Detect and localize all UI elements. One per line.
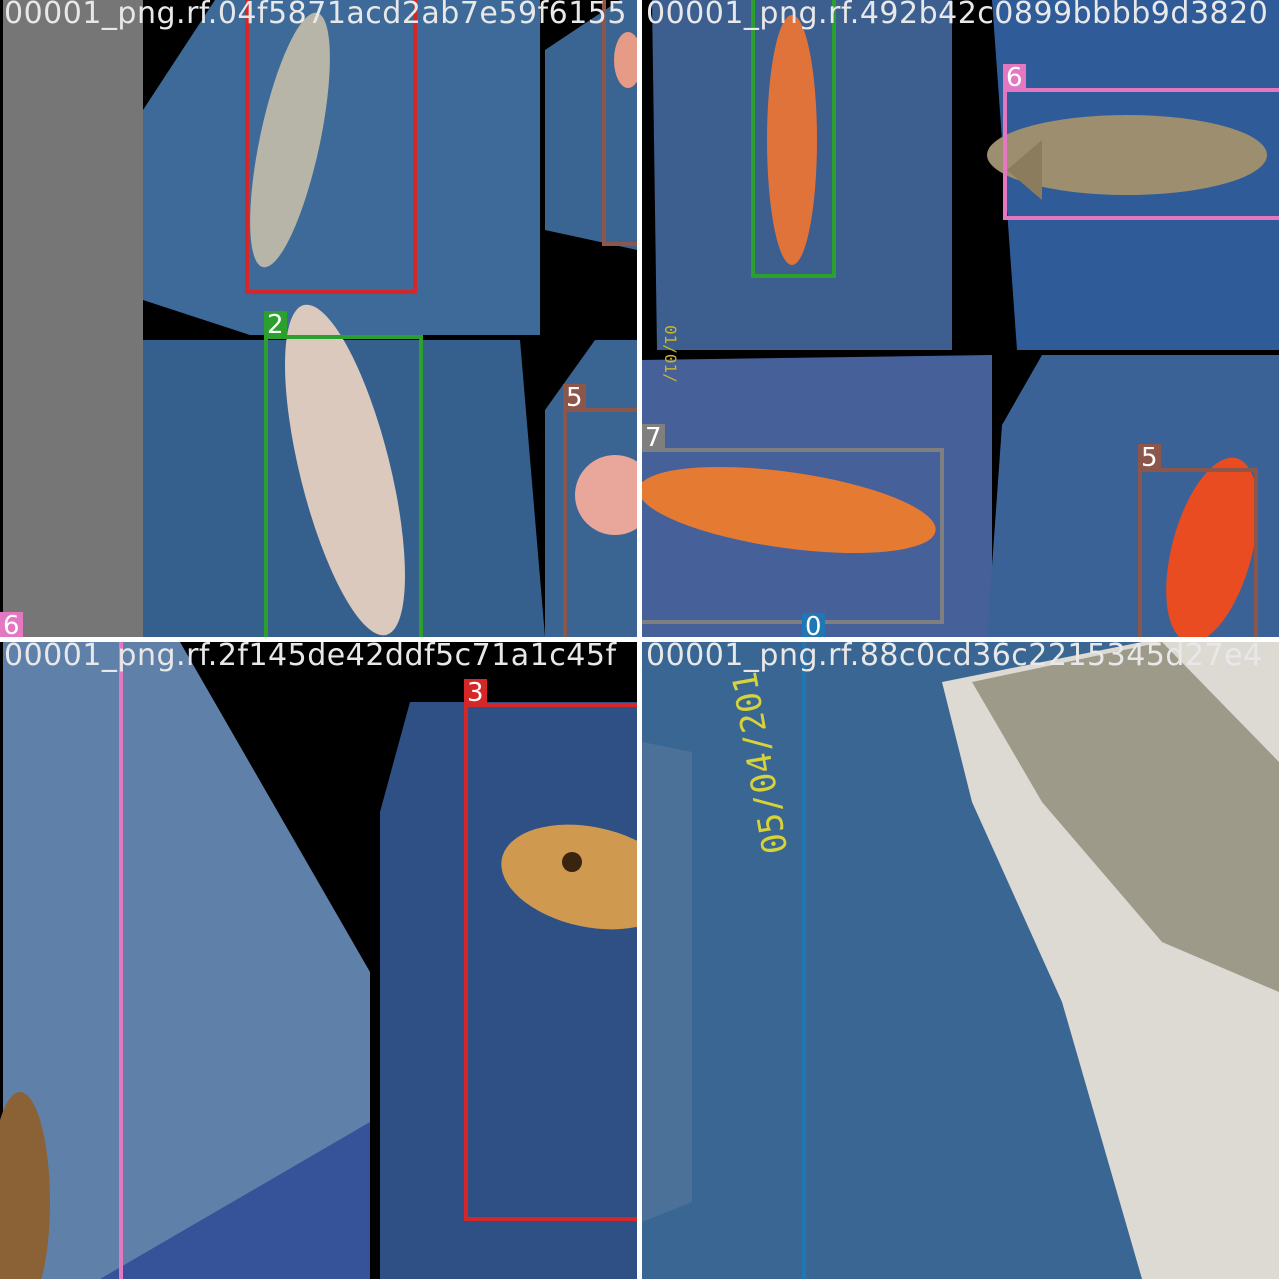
- class-label: 2: [264, 311, 287, 339]
- bbox-fish: [751, 0, 836, 278]
- bbox-fish: [245, 0, 417, 294]
- class-label: 5: [563, 384, 586, 412]
- tile-bottom-right: 05/04/201 00001_png.rf.88c0cd36c2215345d…: [642, 642, 1279, 1279]
- bbox-shrimp: [642, 448, 944, 624]
- tile-filename: 00001_png.rf.04f5871acd2ab7e59f6155: [4, 0, 627, 31]
- bbox-fish: [1003, 88, 1279, 220]
- tile-bottom-left: 3 00001_png.rf.2f145de42ddf5c71a1c45f: [0, 642, 637, 1279]
- tile-top-left: 2 5 6 00001_png.rf.04f5871acd2ab7e59f615…: [0, 0, 637, 637]
- tile-top-right-image: [642, 0, 1279, 637]
- tile-filename: 00001_png.rf.88c0cd36c2215345d27e4: [646, 642, 1263, 673]
- tile-top-left-image: [0, 0, 637, 637]
- bbox-fish: [119, 642, 123, 1279]
- bbox-fish: [264, 335, 423, 637]
- tile-filename: 00001_png.rf.492b42c0899bbbb9d3820: [646, 0, 1269, 31]
- bbox-fish: [602, 0, 637, 246]
- bbox-fish: [802, 642, 806, 1279]
- class-label: 5: [1138, 444, 1161, 472]
- bbox-fish: [464, 703, 637, 1221]
- class-label: 6: [1003, 64, 1026, 92]
- class-label: 7: [642, 424, 665, 452]
- class-label: 0: [802, 613, 825, 637]
- class-label: 6: [0, 612, 23, 637]
- bbox-fish: [563, 408, 637, 637]
- tile-bottom-left-image: [0, 642, 637, 1279]
- bbox-fish: [1138, 468, 1258, 637]
- tile-filename: 00001_png.rf.2f145de42ddf5c71a1c45f: [4, 642, 617, 673]
- tile-top-right: 6 7 5 0 01/01/ 00001_png.rf.492b42c0899b…: [642, 0, 1279, 637]
- tile-bottom-right-image: [642, 642, 1279, 1279]
- class-label: 3: [464, 679, 487, 707]
- date-stamp: 01/01/: [661, 325, 680, 383]
